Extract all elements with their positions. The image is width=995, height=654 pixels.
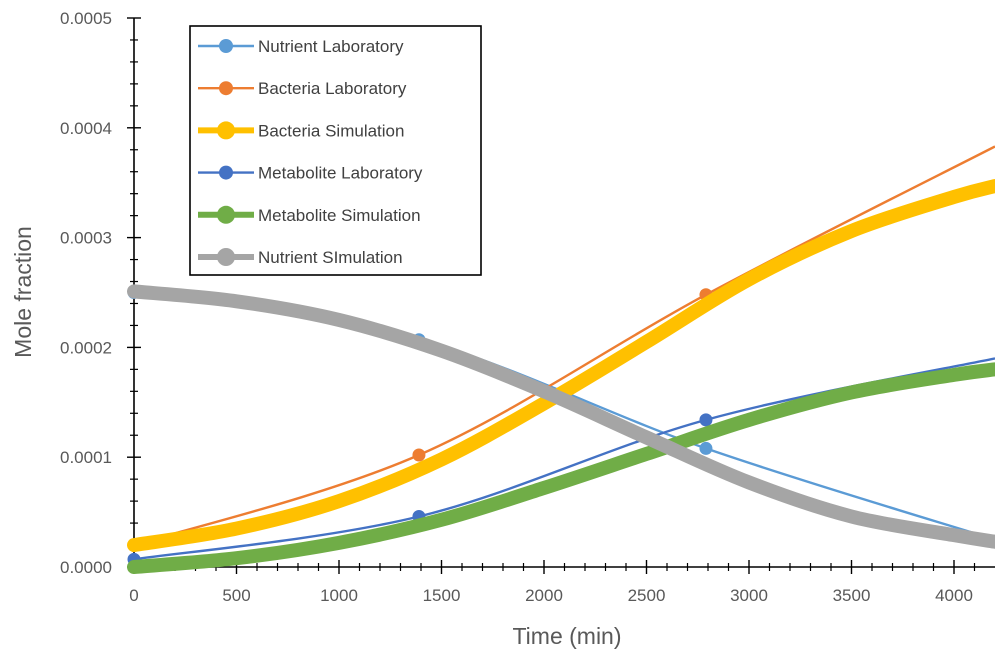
legend: Nutrient Laboratory Bacteria Laboratory Ba… xyxy=(189,25,482,276)
series-line-bacteria-laboratory xyxy=(133,145,995,547)
x-tick-label: 2000 xyxy=(525,586,563,605)
series-layer xyxy=(127,145,995,574)
x-tick-label: 500 xyxy=(222,586,250,605)
legend-marker-metabolite-laboratory xyxy=(219,165,233,180)
legend-marker-bacteria-laboratory xyxy=(219,81,233,96)
x-tick-label: 4000 xyxy=(935,586,973,605)
series-line-metabolite-simulation xyxy=(127,362,995,574)
x-tick-label: 0 xyxy=(129,586,138,605)
legend-label-bacteria-laboratory: Bacteria Laboratory xyxy=(258,79,407,98)
legend-label-nutrient-laboratory: Nutrient Laboratory xyxy=(258,37,404,56)
x-tick-label: 1500 xyxy=(423,586,461,605)
y-tick-label: 0.0000 xyxy=(60,558,112,577)
x-axis-title: Time (min) xyxy=(512,623,621,649)
y-tick-label: 0.0001 xyxy=(60,448,112,467)
legend-marker-nutrient-laboratory xyxy=(219,39,233,53)
data-point-nutrient-laboratory xyxy=(699,441,713,455)
series-line-bacteria-simulation xyxy=(127,178,995,553)
x-tick-label: 1000 xyxy=(320,586,358,605)
legend-label-bacteria-simulation: Bacteria Simulation xyxy=(258,121,404,140)
x-tick-label: 3000 xyxy=(730,586,768,605)
x-tick-label: 2500 xyxy=(628,586,666,605)
legend-marker-metabolite-simulation xyxy=(217,205,235,224)
legend-box xyxy=(189,25,482,276)
legend-label-metabolite-laboratory: Metabolite Laboratory xyxy=(258,164,423,183)
legend-label-metabolite-simulation: Metabolite Simulation xyxy=(258,206,421,225)
tick-labels: 0.0000 0.0001 0.0002 0.0003 0.0004 0.0005 0 500… xyxy=(60,9,973,605)
legend-label-nutrient-simulation: Nutrient SImulation xyxy=(258,248,403,267)
data-point-metabolite-laboratory xyxy=(699,413,713,427)
series-line-nutrient-laboratory xyxy=(133,291,995,541)
y-tick-label: 0.0003 xyxy=(60,229,112,248)
legend-marker-bacteria-simulation xyxy=(217,121,235,140)
legend-items: Nutrient Laboratory Bacteria Laboratory Ba… xyxy=(198,37,423,267)
data-point-bacteria-laboratory xyxy=(412,448,426,462)
y-tick-label: 0.0002 xyxy=(60,338,112,357)
y-tick-label: 0.0005 xyxy=(60,9,112,28)
legend-marker-nutrient-simulation xyxy=(217,248,235,266)
y-axis-title: Mole fraction xyxy=(10,226,36,358)
y-tick-label: 0.0004 xyxy=(60,119,112,138)
series-line-nutrient-simulation xyxy=(127,284,995,549)
x-tick-label: 3500 xyxy=(833,586,871,605)
